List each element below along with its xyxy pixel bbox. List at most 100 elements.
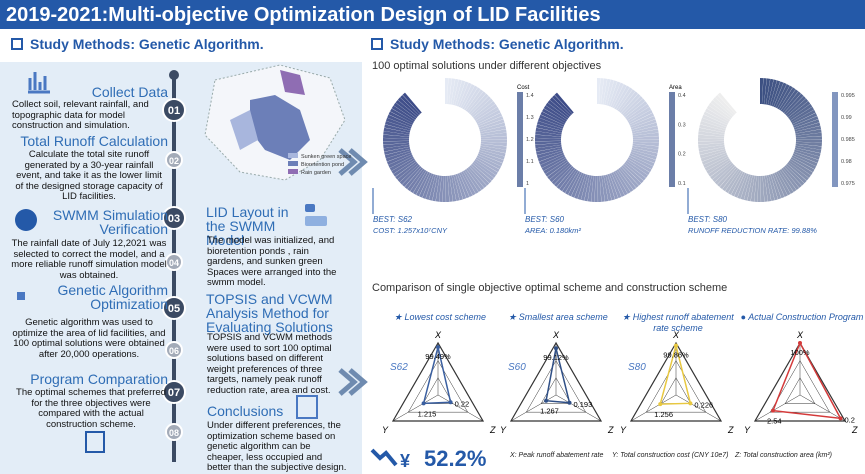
donut-segment xyxy=(626,158,650,176)
donut-segment xyxy=(419,172,432,198)
subtitle: 100 optimal solutions under different ob… xyxy=(372,60,602,72)
donut-segment xyxy=(603,78,611,105)
donut-segment xyxy=(631,122,658,132)
donut-segment xyxy=(788,160,811,179)
donut-segment xyxy=(549,163,571,183)
step-number: 03 xyxy=(168,213,180,225)
donut-segment xyxy=(774,172,788,197)
donut-segment xyxy=(779,87,796,111)
step-text: The model was initialized, and bioretent… xyxy=(207,235,337,288)
donut-segment xyxy=(699,124,726,133)
donut-segment xyxy=(462,85,478,110)
donut-segment xyxy=(607,173,619,200)
step-marker xyxy=(165,423,183,441)
donut-segment xyxy=(479,149,505,160)
donut-segment xyxy=(432,175,440,202)
colorbar-tick: 0.975 xyxy=(841,181,855,187)
donut-segment xyxy=(786,98,809,118)
donut-segment xyxy=(722,168,740,192)
donut-segment xyxy=(611,172,625,197)
donut-segment xyxy=(618,167,637,191)
step-title: Conclusions xyxy=(207,403,284,419)
donut-segment xyxy=(402,165,422,187)
donut-segment xyxy=(767,79,777,106)
donut-segment xyxy=(383,134,410,139)
donut-segment xyxy=(773,82,787,108)
donut-segment xyxy=(451,78,459,105)
donut-segment xyxy=(632,129,659,136)
caption: X: Peak runoff abatement rate xyxy=(509,452,603,459)
donut-segment xyxy=(559,168,577,192)
donut-segment xyxy=(772,173,785,199)
donut-segment xyxy=(461,171,476,196)
donut-segment xyxy=(734,172,747,198)
radar-point xyxy=(448,400,453,405)
donut-segment xyxy=(568,171,582,197)
radar-value: 0.2 xyxy=(845,415,855,424)
donut-segment xyxy=(469,165,490,186)
donut-segment xyxy=(632,139,659,143)
donut-segment xyxy=(795,139,822,143)
donut-segment xyxy=(554,92,574,114)
donut-segment xyxy=(777,85,793,110)
step-marker xyxy=(162,296,186,320)
donut-segment xyxy=(785,96,806,116)
donut-segment xyxy=(705,108,730,124)
donut-segment xyxy=(760,78,764,105)
donut-segment xyxy=(480,132,507,138)
radar-label: S60 xyxy=(508,362,526,373)
legend-swatch xyxy=(288,169,298,174)
radar-axis xyxy=(630,394,677,422)
donut-segment xyxy=(795,145,822,154)
radar-point xyxy=(544,398,549,403)
donut-segment xyxy=(413,170,429,195)
radar-shape xyxy=(771,341,842,420)
donut-segment xyxy=(547,161,570,180)
radar-point xyxy=(688,401,693,406)
radar-point xyxy=(436,345,440,350)
step-text: The rainfall date of July 12,2021 was se… xyxy=(11,238,167,281)
donut-segment xyxy=(757,175,761,202)
radar-shape xyxy=(422,346,452,405)
donut-segment xyxy=(454,80,466,106)
donut-segment xyxy=(470,163,492,184)
radar-axis-label: Z xyxy=(727,425,734,435)
step-title: LID Layout in the SWMM Model xyxy=(206,204,289,248)
radar-grid xyxy=(769,360,831,413)
donut-segment xyxy=(449,78,456,105)
radar-value: 1.256 xyxy=(654,410,673,419)
donut-segment xyxy=(619,166,639,188)
donut-segment xyxy=(387,114,413,127)
icon xyxy=(15,209,37,231)
donut-segment xyxy=(449,175,457,202)
donut-segment xyxy=(794,122,821,132)
donut-segment xyxy=(781,167,800,191)
donut-segment xyxy=(480,136,507,140)
donut-segment xyxy=(479,147,506,157)
donut-segment xyxy=(384,148,411,159)
donut-segment xyxy=(603,174,612,201)
down-arrow-icon xyxy=(370,448,398,467)
donut-segment xyxy=(789,158,813,176)
radar-value: 0.226 xyxy=(694,400,713,409)
donut-segment xyxy=(442,175,446,202)
icon xyxy=(305,204,315,212)
donut-segment xyxy=(416,171,430,197)
donut-segment xyxy=(740,174,751,200)
radar-axis xyxy=(799,394,846,422)
donut-segment xyxy=(587,175,594,202)
donut-segment xyxy=(620,93,641,115)
donut-segment xyxy=(795,125,822,134)
arrow xyxy=(338,368,368,396)
donut-segment xyxy=(480,129,507,136)
caption: Y: Total construction cost (CNY 10e7) xyxy=(612,452,728,459)
colorbar-tick: 1.4 xyxy=(526,93,534,99)
colorbar-tick: 0.995 xyxy=(841,93,855,99)
donut-segment xyxy=(762,78,767,105)
donut-segment xyxy=(627,157,652,173)
donut-segment xyxy=(538,117,564,129)
radar-axis-label: X xyxy=(552,330,560,340)
donut-segment xyxy=(537,121,563,131)
